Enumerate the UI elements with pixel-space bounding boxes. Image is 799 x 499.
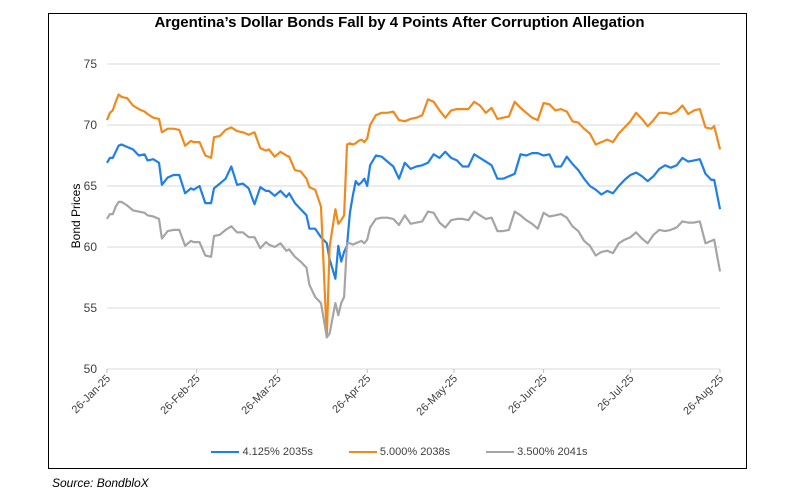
y-axis-label: Bond Prices [69, 184, 83, 249]
legend-label-2038s: 5.000% 2038s [379, 446, 451, 458]
y-tick-label: 50 [84, 362, 98, 376]
chart-title: Argentina’s Dollar Bonds Fall by 4 Point… [154, 14, 645, 31]
series-line-5-000-2038s [105, 93, 722, 339]
x-tick-label: 26-Jun-25 [506, 373, 550, 417]
y-tick-label: 65 [84, 179, 98, 193]
legend-swatch-2041s [486, 451, 515, 453]
y-tick-label: 70 [84, 118, 98, 132]
legend-item-2038s: 5.000% 2038s [348, 446, 451, 458]
legend-label-2041s: 3.500% 2041s [517, 446, 588, 458]
y-tick-label: 60 [84, 240, 98, 254]
legend-item-2035s: 4.125% 2035s [211, 446, 313, 458]
x-tick-label: 26-Mar-25 [239, 373, 283, 417]
y-tick-label: 55 [84, 301, 98, 315]
source-note: Source: BondbloX [52, 476, 149, 490]
x-tick-label: 26-May-25 [414, 373, 460, 419]
legend-swatch-2038s [348, 451, 377, 453]
series-lines [105, 93, 722, 339]
y-axis-ticks: 50 55 60 65 70 75 [84, 57, 98, 376]
gridlines [107, 63, 720, 370]
x-tick-label: 26-Jul-25 [596, 373, 637, 414]
chart-frame [48, 13, 747, 469]
x-tick-label: 26-Feb-25 [158, 373, 202, 417]
series-line-3-500-2041s [106, 200, 722, 339]
x-tick-label: 26-Apr-25 [330, 373, 373, 416]
x-tick-label: 26-Aug-25 [681, 373, 726, 418]
legend-swatch-2035s [211, 451, 240, 453]
series-line-4-125-2035s [106, 143, 722, 280]
x-axis-ticks: 26-Jan-25 26-Feb-25 26-Mar-25 26-Apr-25 26-M… [70, 369, 726, 419]
legend: 4.125% 2035s 5.000% 2038s 3.500% 2041s [0, 446, 799, 458]
y-tick-label: 75 [84, 57, 98, 71]
legend-label-2035s: 4.125% 2035s [242, 446, 313, 458]
legend-item-2041s: 3.500% 2041s [486, 446, 588, 458]
x-tick-label: 26-Jan-25 [70, 373, 114, 417]
